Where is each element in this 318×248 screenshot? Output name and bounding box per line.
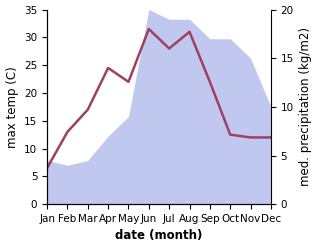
Y-axis label: med. precipitation (kg/m2): med. precipitation (kg/m2) [300, 27, 313, 186]
X-axis label: date (month): date (month) [115, 229, 203, 243]
Y-axis label: max temp (C): max temp (C) [5, 66, 18, 148]
